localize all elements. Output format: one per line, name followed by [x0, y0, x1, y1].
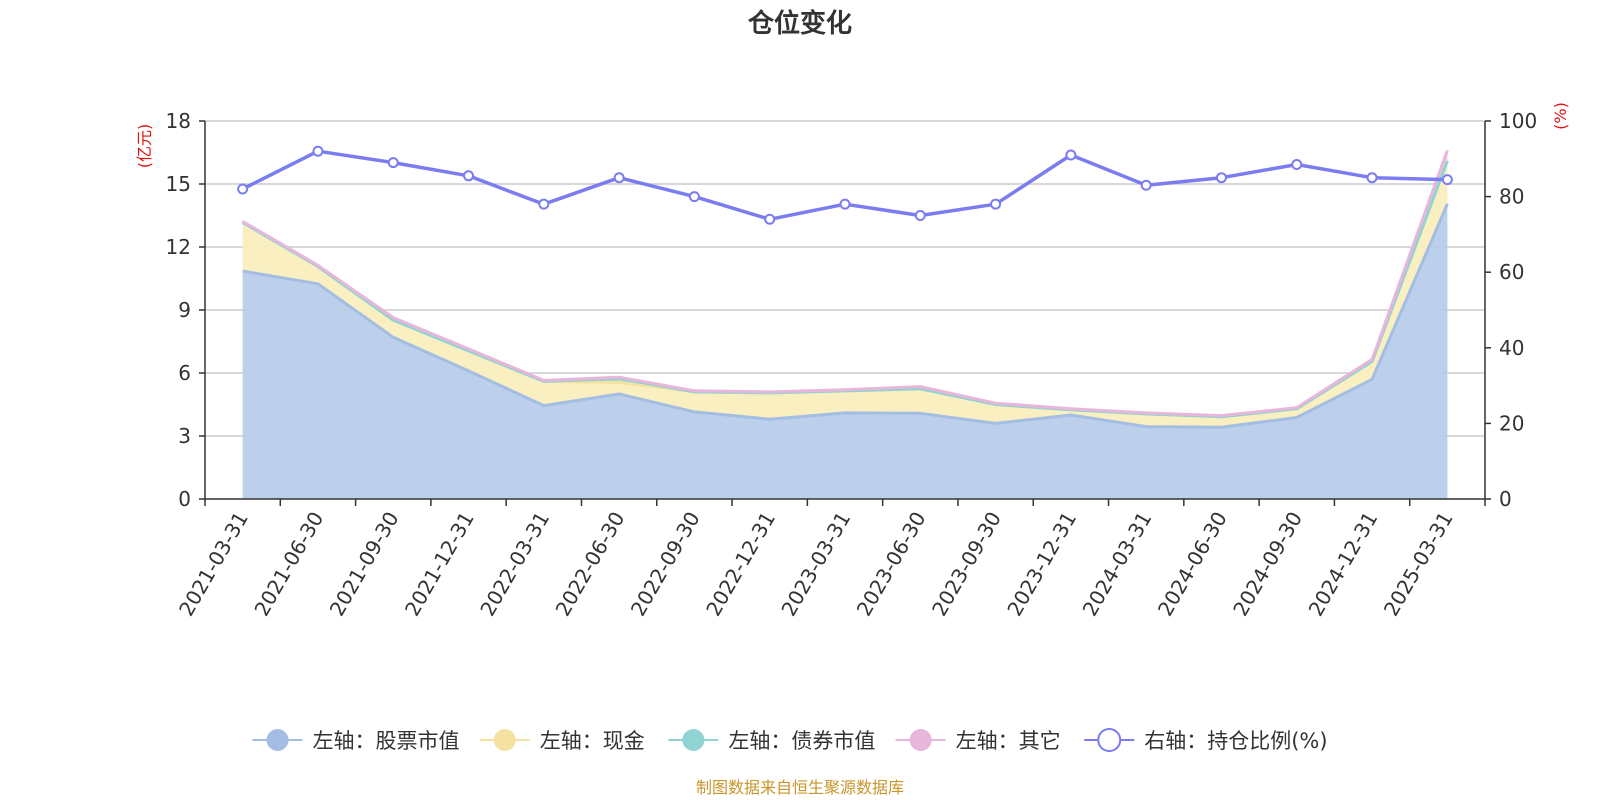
- legend-label: 左轴：股票市值: [313, 729, 460, 753]
- line-point: [990, 198, 1002, 210]
- x-tick-label: 2021-03-31: [174, 508, 253, 621]
- x-tick-label: 2022-03-31: [475, 508, 554, 621]
- right-tick-label: 80: [1499, 185, 1524, 209]
- x-tick-label: 2024-12-31: [1303, 508, 1382, 621]
- x-tick-label: 2021-09-30: [325, 508, 404, 621]
- left-tick-label: 0: [178, 487, 191, 511]
- legend-label: 左轴：现金: [540, 729, 645, 753]
- legend-item: 右轴：持仓比例(%): [1084, 728, 1328, 753]
- line-point: [1065, 149, 1077, 161]
- x-tick-label: 2022-12-31: [701, 508, 780, 621]
- right-tick-label: 0: [1499, 487, 1512, 511]
- legend: 左轴：股票市值 左轴：现金 左轴：债券市值 左轴：其它 右轴：持仓比例(%): [252, 728, 1328, 753]
- right-tick-label: 40: [1499, 336, 1524, 360]
- line-point: [463, 170, 475, 182]
- line-point: [688, 191, 700, 203]
- line-point: [538, 198, 550, 210]
- line-point: [613, 172, 625, 184]
- right-tick-label: 60: [1499, 260, 1524, 284]
- line-point: [914, 210, 926, 221]
- legend-item: 左轴：其它: [895, 729, 1061, 753]
- legend-label: 右轴：持仓比例(%): [1144, 729, 1327, 753]
- chart-title: 仓位变化: [747, 8, 852, 39]
- x-tick-label: 2021-12-31: [400, 508, 479, 621]
- line-point: [1366, 172, 1378, 184]
- x-tick-label: 2024-09-30: [1228, 508, 1307, 621]
- legend-label: 左轴：债券市值: [728, 729, 875, 753]
- area-edge-左轴：其它: [241, 149, 1449, 418]
- x-tick-label: 2023-09-30: [927, 508, 1006, 621]
- legend-item: 左轴：股票市值: [252, 729, 460, 753]
- legend-item: 左轴：现金: [479, 729, 645, 753]
- left-tick-label: 3: [178, 424, 191, 448]
- left-tick-label: 9: [178, 298, 191, 322]
- line-point: [1140, 179, 1152, 191]
- left-tick-label: 18: [166, 109, 191, 133]
- x-tick-label: 2025-03-31: [1379, 508, 1458, 621]
- legend-marker: [266, 729, 289, 751]
- line-point: [237, 183, 249, 195]
- right-tick-label: 20: [1499, 411, 1524, 435]
- x-tick-label: 2022-06-30: [551, 508, 630, 621]
- line-series: [237, 145, 1453, 225]
- legend-label: 左轴：其它: [956, 729, 1061, 753]
- left-tick-label: 12: [166, 235, 191, 259]
- line-point: [312, 145, 324, 157]
- line-point: [387, 157, 399, 169]
- left-axis-unit: (亿元): [135, 124, 154, 169]
- right-tick-label: 100: [1499, 109, 1537, 133]
- line-point: [764, 213, 776, 225]
- line-point: [1215, 172, 1227, 184]
- right-axis-unit: (%): [1551, 102, 1570, 130]
- legend-marker: [1097, 728, 1122, 752]
- x-tick-label: 2024-03-31: [1078, 508, 1157, 621]
- x-tick-label: 2023-03-31: [776, 508, 855, 621]
- area-左轴：股票市值: [242, 203, 1448, 499]
- x-tick-label: 2021-06-30: [249, 508, 328, 621]
- legend-item: 左轴：债券市值: [668, 729, 875, 753]
- legend-marker: [493, 729, 516, 751]
- line-point: [839, 198, 851, 210]
- left-tick-label: 15: [166, 172, 191, 196]
- line-point: [1291, 158, 1303, 170]
- legend-marker: [909, 729, 932, 751]
- line-point: [1441, 174, 1453, 186]
- left-tick-label: 6: [178, 361, 191, 385]
- x-tick-label: 2022-09-30: [626, 508, 705, 621]
- x-tick-label: 2024-06-30: [1153, 508, 1232, 621]
- area-series: [241, 149, 1449, 499]
- area-edge-左轴：股票市值: [242, 203, 1449, 429]
- legend-marker: [682, 729, 705, 751]
- x-tick-label: 2023-12-31: [1002, 508, 1081, 621]
- x-tick-label: 2023-06-30: [852, 508, 931, 621]
- source-note: 制图数据来自恒生聚源数据库: [696, 778, 904, 797]
